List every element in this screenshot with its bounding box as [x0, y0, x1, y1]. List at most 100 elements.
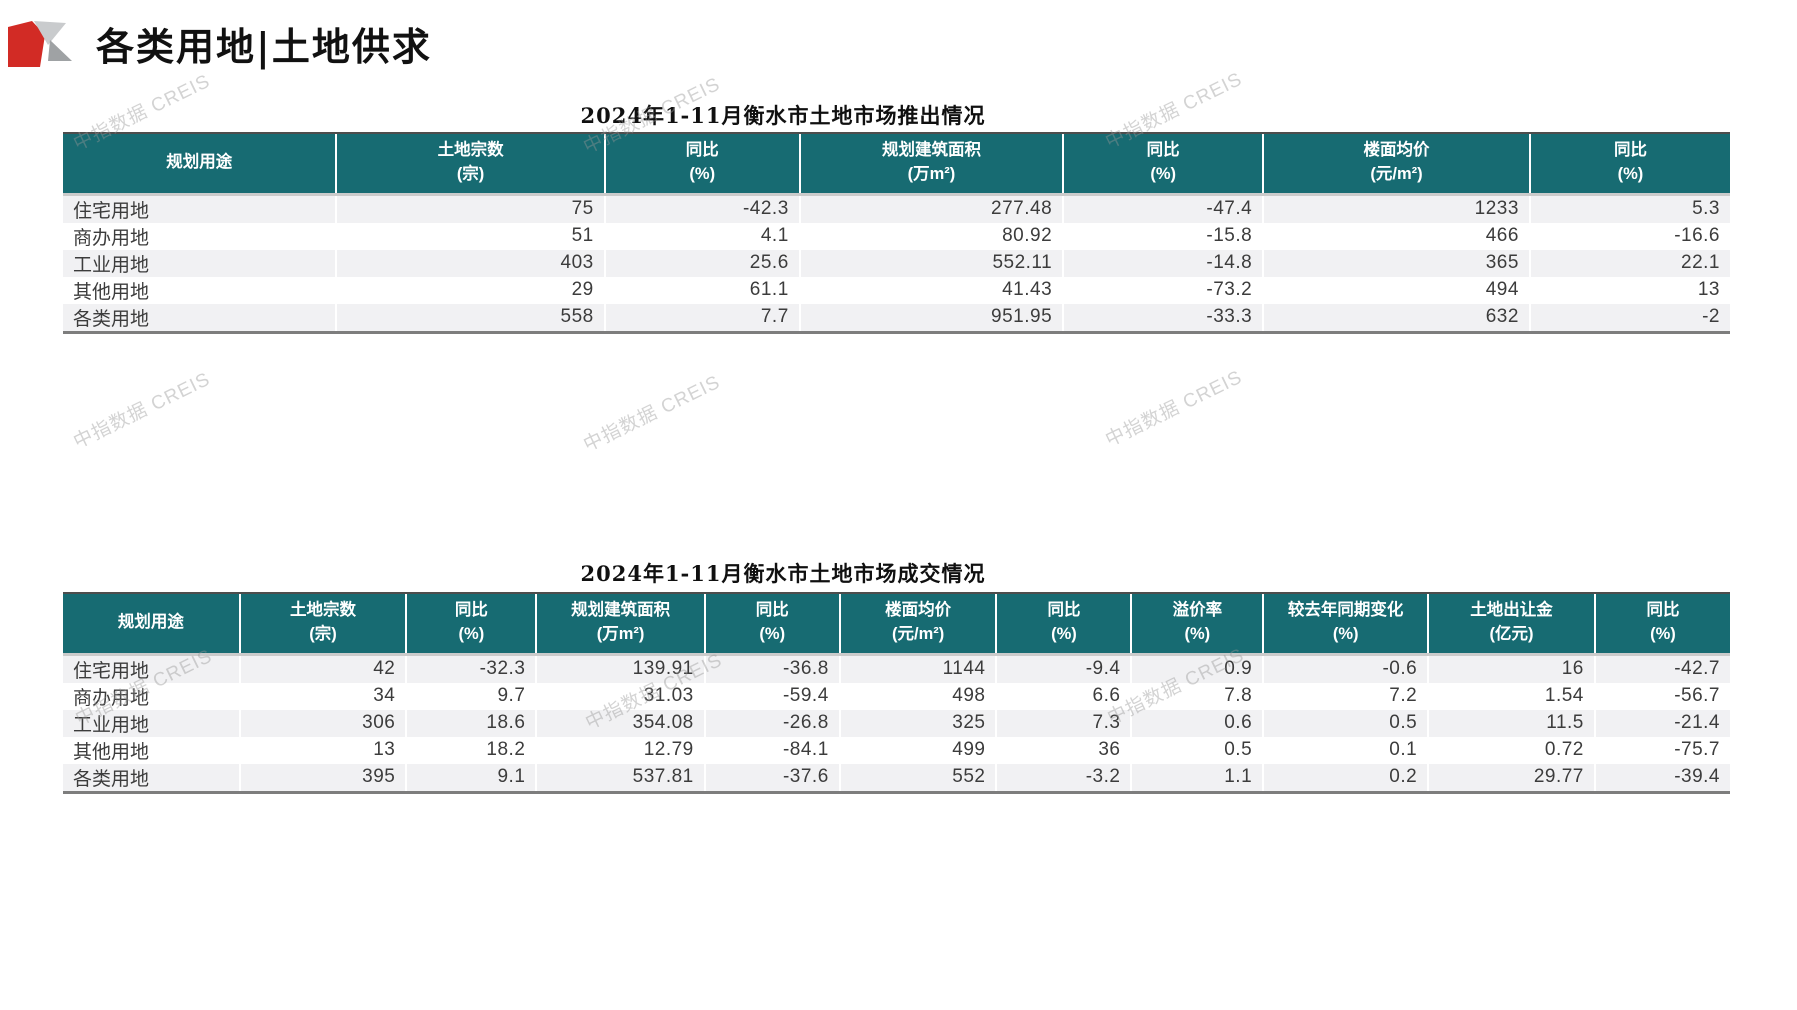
cell-value: 1233 — [1262, 194, 1530, 223]
land-transactions-table-wrap: 规划用途 土地宗数 (宗) 同比 (%) 规划建筑面积 (万m²) 同比 (%) 楼面均价 (元/m… — [63, 591, 1730, 794]
watermark: 中指数据 CREIS — [580, 371, 724, 457]
cell-value: -21.4 — [1593, 709, 1730, 737]
page-header: 各类用地|土地供求 — [8, 16, 432, 71]
cell-value: 7.8 — [1130, 682, 1264, 710]
table-row: 商办用地 51 4.1 80.92 -15.8 466 -16.6 — [63, 222, 1730, 250]
page-title: 各类用地|土地供求 — [96, 24, 432, 69]
cell-value: -9.4 — [995, 654, 1132, 683]
cell-value: 0.2 — [1262, 763, 1429, 794]
cell-value: 1144 — [838, 654, 997, 683]
table-row: 住宅用地 75 -42.3 277.48 -47.4 1233 5.3 — [63, 194, 1730, 223]
cell-value: 29.77 — [1427, 763, 1595, 794]
cell-value: 494 — [1262, 276, 1530, 304]
cell-value: -42.7 — [1593, 654, 1730, 683]
table-row: 商办用地 34 9.7 31.03 -59.4 498 6.6 7.8 7.2 1.54 -56.7 — [63, 682, 1730, 710]
cell-value: 0.9 — [1130, 654, 1264, 683]
column-header: 同比 (%) — [703, 591, 840, 656]
land-transactions-table: 规划用途 土地宗数 (宗) 同比 (%) 规划建筑面积 (万m²) 同比 (%) 楼面均价 (元/m… — [63, 591, 1730, 794]
row-label: 工业用地 — [63, 249, 337, 277]
row-label: 商办用地 — [63, 682, 240, 710]
cell-value: -39.4 — [1593, 763, 1730, 794]
cell-value: 6.6 — [995, 682, 1132, 710]
row-label: 住宅用地 — [63, 654, 240, 683]
column-header: 规划用途 — [63, 591, 240, 656]
cell-value: 0.6 — [1130, 709, 1264, 737]
cell-value: -0.6 — [1262, 654, 1429, 683]
header-row: 规划用途 土地宗数 (宗) 同比 (%) 规划建筑面积 (万m²) 同比 (%) 楼面均价 (元/m… — [63, 591, 1730, 656]
cell-value: 25.6 — [603, 249, 800, 277]
cell-value: 499 — [838, 736, 997, 764]
cell-value: 0.5 — [1262, 709, 1429, 737]
row-label: 各类用地 — [63, 303, 337, 334]
cell-value: 1.54 — [1427, 682, 1595, 710]
cell-value: 0.1 — [1262, 736, 1429, 764]
cell-value: 0.5 — [1130, 736, 1264, 764]
row-label: 各类用地 — [63, 763, 240, 794]
column-header: 同比 (%) — [405, 591, 537, 656]
header-row: 规划用途 土地宗数 (宗) 同比 (%) 规划建筑面积 (万m²) 同比 (%) 楼面均价 (元/m… — [63, 131, 1730, 196]
cell-value: -84.1 — [703, 736, 840, 764]
column-header: 规划建筑面积 (万m²) — [798, 131, 1064, 196]
cell-value: 951.95 — [798, 303, 1064, 334]
row-label: 工业用地 — [63, 709, 240, 737]
cell-value: -26.8 — [703, 709, 840, 737]
cell-value: -33.3 — [1062, 303, 1264, 334]
cell-value: 4.1 — [603, 222, 800, 250]
cell-value: 395 — [238, 763, 407, 794]
column-header: 土地宗数 (宗) — [238, 591, 407, 656]
cell-value: 5.3 — [1528, 194, 1730, 223]
cell-value: 325 — [838, 709, 997, 737]
cell-value: -3.2 — [995, 763, 1132, 794]
row-label: 商办用地 — [63, 222, 337, 250]
cell-value: 42 — [238, 654, 407, 683]
cell-value: 632 — [1262, 303, 1530, 334]
cell-value: -37.6 — [703, 763, 840, 794]
column-header: 同比 (%) — [1593, 591, 1730, 656]
column-header: 土地出让金 (亿元) — [1427, 591, 1595, 656]
cell-value: -42.3 — [603, 194, 800, 223]
cell-value: 34 — [238, 682, 407, 710]
cell-value: 18.6 — [405, 709, 537, 737]
cell-value: -56.7 — [1593, 682, 1730, 710]
cell-value: 139.91 — [535, 654, 705, 683]
cell-value: 354.08 — [535, 709, 705, 737]
table-title-transactions: 2024年1-11月衡水市土地市场成交情况 — [580, 561, 986, 586]
cell-value: -15.8 — [1062, 222, 1264, 250]
cell-value: 552 — [838, 763, 997, 794]
table-row: 其他用地 13 18.2 12.79 -84.1 499 36 0.5 0.1 0.72 -75.7 — [63, 736, 1730, 764]
cell-value: 558 — [335, 303, 605, 334]
cell-value: 403 — [335, 249, 605, 277]
cell-value: 80.92 — [798, 222, 1064, 250]
cell-value: 0.72 — [1427, 736, 1595, 764]
cell-value: 22.1 — [1528, 249, 1730, 277]
row-label: 其他用地 — [63, 736, 240, 764]
cell-value: 306 — [238, 709, 407, 737]
land-supply-table-wrap: 规划用途 土地宗数 (宗) 同比 (%) 规划建筑面积 (万m²) 同比 (%) 楼面均价 (元/m… — [63, 131, 1730, 334]
cell-value: 61.1 — [603, 276, 800, 304]
cell-value: 9.7 — [405, 682, 537, 710]
cell-value: 51 — [335, 222, 605, 250]
cell-value: 365 — [1262, 249, 1530, 277]
cell-value: -14.8 — [1062, 249, 1264, 277]
table-row: 各类用地 395 9.1 537.81 -37.6 552 -3.2 1.1 0.2 29.77-… — [63, 763, 1730, 794]
cell-value: 36 — [995, 736, 1132, 764]
land-supply-table: 规划用途 土地宗数 (宗) 同比 (%) 规划建筑面积 (万m²) 同比 (%) 楼面均价 (元/m… — [63, 131, 1730, 334]
cell-value: -73.2 — [1062, 276, 1264, 304]
cell-value: 277.48 — [798, 194, 1064, 223]
table-row: 工业用地 403 25.6 552.11 -14.8 365 22.1 — [63, 249, 1730, 277]
cell-value: -32.3 — [405, 654, 537, 683]
column-header: 土地宗数 (宗) — [335, 131, 605, 196]
column-header: 规划建筑面积 (万m²) — [535, 591, 705, 656]
cell-value: 12.79 — [535, 736, 705, 764]
cell-value: 41.43 — [798, 276, 1064, 304]
column-header: 楼面均价 (元/m²) — [838, 591, 997, 656]
column-header: 楼面均价 (元/m²) — [1262, 131, 1530, 196]
table-row: 各类用地 558 7.7 951.95 -33.3 632 -2 — [63, 303, 1730, 334]
cell-value: 7.2 — [1262, 682, 1429, 710]
cell-value: 11.5 — [1427, 709, 1595, 737]
column-header: 较去年同期变化 (%) — [1262, 591, 1429, 656]
cell-value: -2 — [1528, 303, 1730, 334]
table-row: 工业用地 306 18.6 354.08 -26.8 325 7.3 0.6 0.5 11.5 -2… — [63, 709, 1730, 737]
cell-value: 18.2 — [405, 736, 537, 764]
